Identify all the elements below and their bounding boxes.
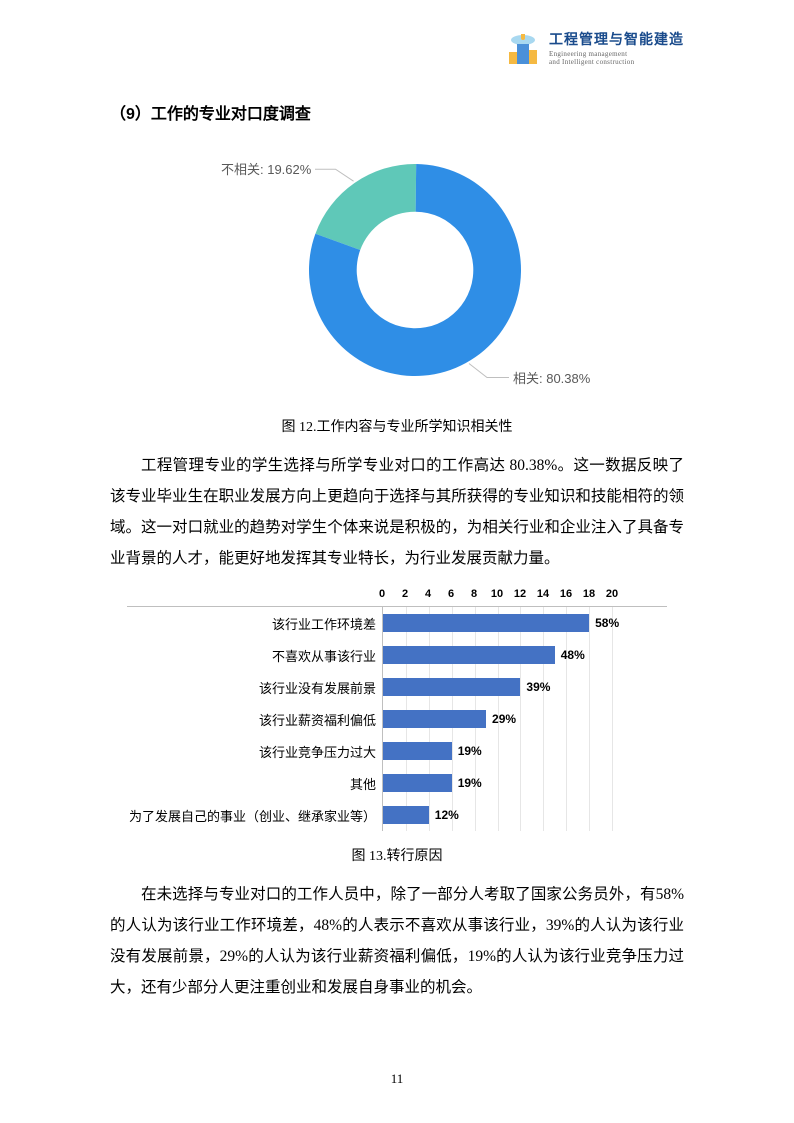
bar-track: 48% — [382, 639, 612, 671]
bar-row: 该行业没有发展前景39% — [127, 671, 667, 703]
bar-fill: 12% — [383, 806, 429, 824]
bar-row: 该行业竞争压力过大19% — [127, 735, 667, 767]
paragraph-2: 在未选择与专业对口的工作人员中，除了一部分人考取了国家公务员外，有58%的人认为… — [110, 879, 684, 1003]
bar-rows: 该行业工作环境差58%不喜欢从事该行业48%该行业没有发展前景39%该行业薪资福… — [127, 606, 667, 831]
bar-fill: 19% — [383, 742, 452, 760]
bar-value: 58% — [595, 616, 619, 630]
bar-track: 39% — [382, 671, 612, 703]
logo-title-cn: 工程管理与智能建造 — [549, 33, 684, 50]
bar-row-label: 该行业工作环境差 — [127, 614, 382, 633]
bar-row: 不喜欢从事该行业48% — [127, 639, 667, 671]
donut-svg — [137, 142, 657, 402]
bar-row: 为了发展自己的事业（创业、继承家业等）12% — [127, 799, 667, 831]
page-number: 11 — [0, 1071, 794, 1087]
bar-track: 19% — [382, 767, 612, 799]
bar-fill: 29% — [383, 710, 486, 728]
bar-track: 12% — [382, 799, 612, 831]
header-logo: 工程管理与智能建造 Engineering management and Int… — [503, 30, 684, 70]
bar-track: 19% — [382, 735, 612, 767]
logo-title-en1: Engineering management — [549, 50, 684, 58]
logo-text: 工程管理与智能建造 Engineering management and Int… — [549, 33, 684, 67]
bar-row-label: 不喜欢从事该行业 — [127, 646, 382, 665]
bar-row: 该行业工作环境差58% — [127, 607, 667, 639]
bar-row-label: 其他 — [127, 774, 382, 793]
bar-row-label: 该行业竞争压力过大 — [127, 742, 382, 761]
bar-row: 其他19% — [127, 767, 667, 799]
bar-value: 29% — [492, 712, 516, 726]
bar-value: 19% — [458, 776, 482, 790]
bar-track: 29% — [382, 703, 612, 735]
section-title: （9）工作的专业对口度调查 — [110, 100, 684, 124]
bar-fill: 19% — [383, 774, 452, 792]
bar-value: 39% — [526, 680, 550, 694]
bar-xtick: 2 — [402, 588, 408, 600]
bar-row: 该行业薪资福利偏低29% — [127, 703, 667, 735]
bar-xtick: 0 — [379, 588, 385, 600]
bar-chart: 02468101214161820 该行业工作环境差58%不喜欢从事该行业48%… — [127, 588, 667, 831]
bar-row-label: 为了发展自己的事业（创业、继承家业等） — [127, 806, 382, 825]
bar-row-label: 该行业没有发展前景 — [127, 678, 382, 697]
bar-xtick: 14 — [537, 588, 549, 600]
bar-xtick: 20 — [606, 588, 618, 600]
donut-chart: 不相关: 19.62% 相关: 80.38% — [137, 142, 657, 402]
bar-value: 19% — [458, 744, 482, 758]
bar-xtick: 16 — [560, 588, 572, 600]
logo-title-en2: and Intelligent construction — [549, 58, 684, 66]
logo-icon — [503, 30, 543, 70]
bar-xtick: 6 — [448, 588, 454, 600]
donut-label-unrelated: 不相关: 19.62% — [221, 159, 311, 178]
bar-value: 48% — [561, 648, 585, 662]
bar-fill: 48% — [383, 646, 555, 664]
bar-track: 58% — [382, 607, 612, 639]
figure13-caption: 图 13.转行原因 — [110, 845, 684, 865]
donut-label-related: 相关: 80.38% — [513, 368, 590, 387]
bar-row-label: 该行业薪资福利偏低 — [127, 710, 382, 729]
paragraph-1: 工程管理专业的学生选择与所学专业对口的工作高达 80.38%。这一数据反映了该专… — [110, 450, 684, 574]
bar-xtick: 4 — [425, 588, 431, 600]
figure12-caption: 图 12.工作内容与专业所学知识相关性 — [110, 416, 684, 436]
bar-xtick: 12 — [514, 588, 526, 600]
bar-fill: 58% — [383, 614, 589, 632]
bar-xtick: 18 — [583, 588, 595, 600]
bar-fill: 39% — [383, 678, 520, 696]
bar-x-axis: 02468101214161820 — [382, 588, 612, 606]
bar-value: 12% — [435, 808, 459, 822]
bar-xtick: 10 — [491, 588, 503, 600]
bar-xtick: 8 — [471, 588, 477, 600]
